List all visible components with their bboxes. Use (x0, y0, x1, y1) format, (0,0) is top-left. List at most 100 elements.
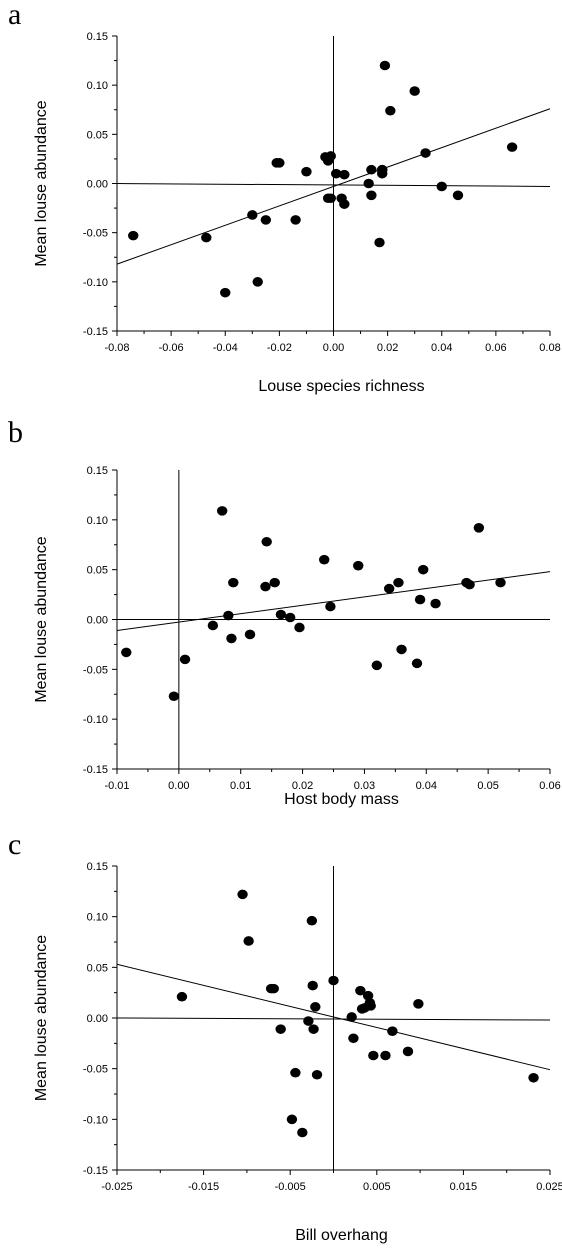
data-point (310, 1002, 321, 1012)
y-axis-title: Mean louse abundance (33, 536, 50, 702)
panel-c: c -0.15 -0.10 -0.05 0.00 0.05 0.10 0.15 -0.025-… (0, 830, 562, 1254)
data-point (325, 601, 336, 612)
x-tick-label: 0.005 (363, 1181, 391, 1193)
data-point (260, 215, 272, 225)
data-point (452, 190, 464, 201)
x-tick-label: -0.06 (159, 342, 184, 354)
data-point (269, 577, 280, 588)
data-point (275, 609, 287, 620)
data-point (339, 199, 350, 209)
x-tick-label: 0.02 (377, 342, 398, 354)
data-point (366, 164, 377, 175)
data-point (363, 178, 374, 189)
x-tick-label: 0.01 (230, 780, 251, 792)
data-point (128, 230, 139, 241)
data-point (436, 181, 447, 192)
data-point (244, 629, 256, 640)
data-point (252, 277, 263, 287)
data-point (355, 985, 366, 996)
x-tick-label: 0.08 (539, 342, 560, 354)
data-point (368, 1050, 379, 1061)
data-point (297, 1127, 308, 1138)
y-tick-label: 0.05 (87, 565, 108, 577)
y-tick-label: 0.05 (87, 129, 108, 141)
data-point (247, 210, 258, 220)
data-point (228, 577, 239, 588)
y-tick-label: -0.15 (83, 1165, 108, 1177)
x-tick-label: 0.02 (292, 780, 313, 792)
y-tick-label: 0.10 (87, 515, 108, 527)
data-point (339, 169, 350, 180)
data-point (308, 1024, 319, 1034)
data-point (409, 86, 420, 96)
data-point (311, 1069, 323, 1080)
y-tick-label: -0.05 (83, 228, 108, 240)
y-tick-label: 0.10 (87, 80, 108, 92)
y-tick-label: -0.05 (83, 1064, 108, 1076)
data-point (366, 190, 377, 201)
y-tick-label: -0.15 (83, 764, 108, 776)
x-tick-label: 0.00 (323, 342, 344, 354)
x-axis-title: Bill overhang (295, 1227, 388, 1244)
data-point (380, 1050, 391, 1061)
data-point (417, 564, 429, 575)
data-point (377, 164, 388, 175)
data-point (420, 148, 431, 158)
data-point (226, 633, 237, 644)
y-tick-label: 0.05 (87, 962, 108, 974)
data-point (286, 1114, 298, 1125)
data-point (261, 536, 272, 547)
scatter-plot-b: -0.15 -0.10 -0.05 0.00 0.05 0.10 0.15 -0.01 0.00… (33, 465, 561, 808)
data-point (294, 622, 305, 633)
data-point (387, 1026, 398, 1036)
x-tick-label: 0.05 (477, 780, 498, 792)
y-tick-label: 0.15 (87, 465, 108, 477)
data-point (371, 660, 382, 671)
data-point (303, 1016, 314, 1026)
data-point (396, 644, 407, 655)
y-tick-label: -0.15 (83, 326, 108, 338)
y-axis-title: Mean louse abundance (33, 935, 50, 1101)
data-point (346, 1012, 357, 1022)
panel-a: a -0.15 -0.10 -0.05 0.00 0.05 0.10 0.15 -0.08 -0… (0, 0, 562, 408)
data-point (331, 168, 342, 179)
y-tick-label: 0.15 (87, 31, 108, 43)
panel-b: b -0.15 -0.10 -0.05 0.00 0.05 0.10 0.15 -0.01 0.… (0, 418, 562, 820)
data-point (353, 560, 364, 571)
data-point (290, 1067, 301, 1078)
y-tick-label: 0.00 (87, 615, 108, 627)
data-point (306, 915, 318, 926)
data-point (374, 237, 385, 248)
regression-line (116, 963, 551, 1071)
data-point (402, 1046, 414, 1057)
x-tick-label: 0.03 (354, 780, 375, 792)
y-tick-label: 0.15 (87, 861, 108, 873)
data-point (411, 658, 423, 669)
data-point (325, 193, 336, 204)
data-point (176, 991, 188, 1002)
x-tick-label: 0.015 (450, 1181, 478, 1193)
data-point (383, 583, 395, 594)
data-point (220, 287, 231, 298)
x-tick-label: 0.025 (536, 1181, 562, 1193)
data-point (237, 889, 248, 900)
data-point (268, 983, 279, 994)
data-point (223, 610, 234, 621)
data-point (216, 506, 228, 516)
data-point (260, 581, 271, 592)
data-point (413, 999, 424, 1009)
data-point (290, 215, 301, 225)
data-point (495, 577, 506, 588)
data-point (319, 554, 330, 565)
data-point (207, 620, 219, 631)
x-tick-label: -0.04 (213, 342, 238, 354)
scatter-plot-a: -0.15 -0.10 -0.05 0.00 0.05 0.10 0.15 -0.08 -0.0… (33, 31, 561, 395)
data-point (365, 1001, 376, 1011)
y-axis-title: Mean louse abundance (33, 100, 50, 266)
data-point (325, 151, 336, 161)
y-tick-label: -0.10 (83, 277, 108, 289)
x-tick-label: 0.06 (485, 342, 506, 354)
data-point (414, 594, 426, 605)
panel-letter: c (8, 828, 22, 861)
panel-letter: a (8, 0, 22, 31)
